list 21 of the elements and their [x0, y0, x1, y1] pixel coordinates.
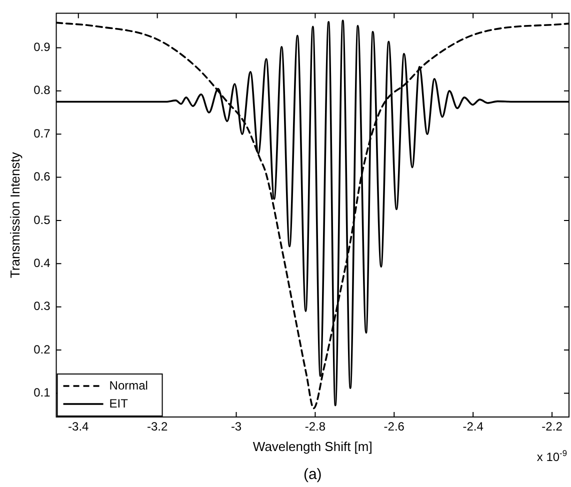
y-tick-label: 0.9 [34, 40, 51, 54]
x-axis-title: Wavelength Shift [m] [252, 438, 372, 454]
x-tick-label: -2.4 [462, 420, 484, 434]
y-tick-label: 0.8 [34, 83, 51, 98]
x-tick-label: -3 [230, 420, 242, 434]
x-tick-label: -2.8 [304, 420, 326, 434]
x-tick-label: -2.2 [542, 420, 563, 434]
y-tick-label: 0.6 [34, 170, 51, 184]
legend-label: Normal [109, 378, 148, 392]
legend-label: EIT [109, 396, 129, 410]
y-axis-title: Transmission Intensty [7, 152, 22, 278]
y-tick-label: 0.4 [34, 256, 51, 270]
y-tick-label: 0.3 [34, 299, 51, 314]
y-tick-label: 0.7 [34, 126, 51, 140]
y-tick-label: 0.2 [34, 342, 51, 356]
y-tick-label: 0.5 [34, 212, 51, 227]
x-tick-label: -3.2 [146, 420, 168, 434]
x-tick-label: -3.4 [68, 420, 90, 434]
x-tick-label: -2.6 [384, 420, 405, 434]
y-tick-label: 0.1 [34, 386, 51, 400]
text: (a) [303, 466, 322, 483]
